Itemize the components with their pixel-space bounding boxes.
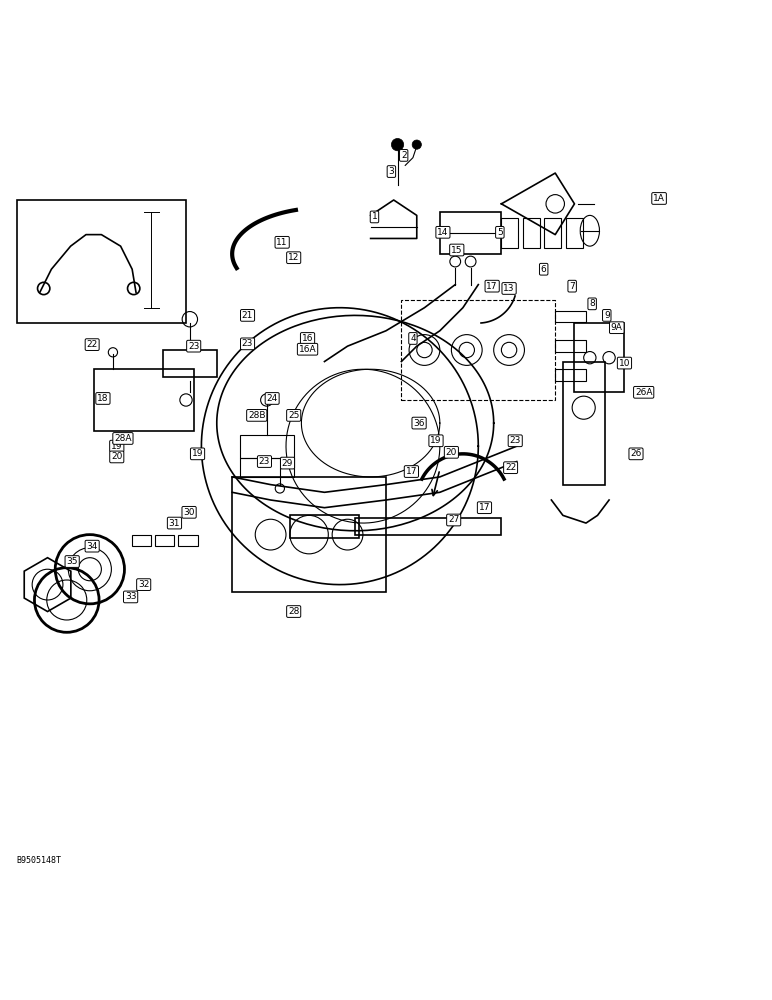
Text: 5: 5 <box>497 228 503 237</box>
Text: 33: 33 <box>125 592 137 601</box>
Text: 16: 16 <box>302 334 313 343</box>
Text: 30: 30 <box>183 508 195 517</box>
Bar <box>232 477 386 592</box>
Text: 14: 14 <box>437 228 449 237</box>
Text: 26: 26 <box>630 449 642 458</box>
Bar <box>132 535 151 546</box>
Bar <box>240 435 293 458</box>
Text: 26A: 26A <box>635 388 652 397</box>
Bar <box>523 218 540 248</box>
Bar <box>501 218 518 248</box>
Circle shape <box>391 138 404 151</box>
Bar <box>17 200 186 323</box>
Text: 21: 21 <box>242 311 253 320</box>
Bar <box>544 218 561 248</box>
Text: 1A: 1A <box>653 194 665 203</box>
Text: 20: 20 <box>111 452 123 461</box>
Text: 17: 17 <box>479 503 490 512</box>
Text: 22: 22 <box>505 463 516 472</box>
Text: 9A: 9A <box>611 323 623 332</box>
Text: 3: 3 <box>388 167 394 176</box>
Text: 28A: 28A <box>114 434 132 443</box>
Bar <box>163 350 217 377</box>
Bar <box>240 458 293 477</box>
Polygon shape <box>501 173 574 235</box>
Text: 23: 23 <box>188 342 199 351</box>
Text: 25: 25 <box>288 411 300 420</box>
Text: 7: 7 <box>569 282 575 291</box>
Bar <box>555 311 586 322</box>
Text: B9505148T: B9505148T <box>17 856 62 865</box>
Text: 22: 22 <box>86 340 98 349</box>
Text: 23: 23 <box>259 457 270 466</box>
Text: 12: 12 <box>288 253 300 262</box>
Text: 23: 23 <box>242 339 253 348</box>
Text: 11: 11 <box>276 238 288 247</box>
Bar <box>290 515 359 538</box>
Text: 27: 27 <box>448 515 459 524</box>
Text: 17: 17 <box>405 467 417 476</box>
Text: 29: 29 <box>282 459 293 468</box>
Bar <box>178 535 198 546</box>
Text: 19: 19 <box>191 449 203 458</box>
Text: 19: 19 <box>430 436 442 445</box>
Bar <box>401 300 555 400</box>
Text: 20: 20 <box>445 448 457 457</box>
Text: 35: 35 <box>66 557 78 566</box>
Text: 15: 15 <box>451 246 462 255</box>
Text: 16A: 16A <box>299 345 317 354</box>
Text: 4: 4 <box>410 334 416 343</box>
Text: 6: 6 <box>541 265 547 274</box>
Bar <box>566 218 583 248</box>
Text: 28B: 28B <box>248 411 266 420</box>
Bar <box>155 535 174 546</box>
Bar <box>574 323 625 392</box>
Bar <box>563 362 605 485</box>
Text: 9: 9 <box>604 311 610 320</box>
Text: 34: 34 <box>86 542 98 551</box>
Circle shape <box>412 140 422 149</box>
Text: 23: 23 <box>510 436 521 445</box>
Text: 10: 10 <box>618 359 630 368</box>
Bar <box>93 369 194 431</box>
Bar <box>555 369 586 381</box>
Text: 18: 18 <box>97 394 109 403</box>
Text: 1: 1 <box>371 212 378 221</box>
Text: 2: 2 <box>401 151 407 160</box>
Text: 24: 24 <box>266 394 278 403</box>
Bar <box>440 212 501 254</box>
Text: 28: 28 <box>288 607 300 616</box>
Text: 36: 36 <box>413 419 425 428</box>
Bar <box>355 518 501 535</box>
Text: 19: 19 <box>111 442 123 451</box>
Text: 32: 32 <box>138 580 150 589</box>
Text: 8: 8 <box>589 299 595 308</box>
Text: 17: 17 <box>486 282 498 291</box>
Text: 13: 13 <box>503 284 515 293</box>
Bar <box>555 340 586 352</box>
Text: 31: 31 <box>169 519 180 528</box>
